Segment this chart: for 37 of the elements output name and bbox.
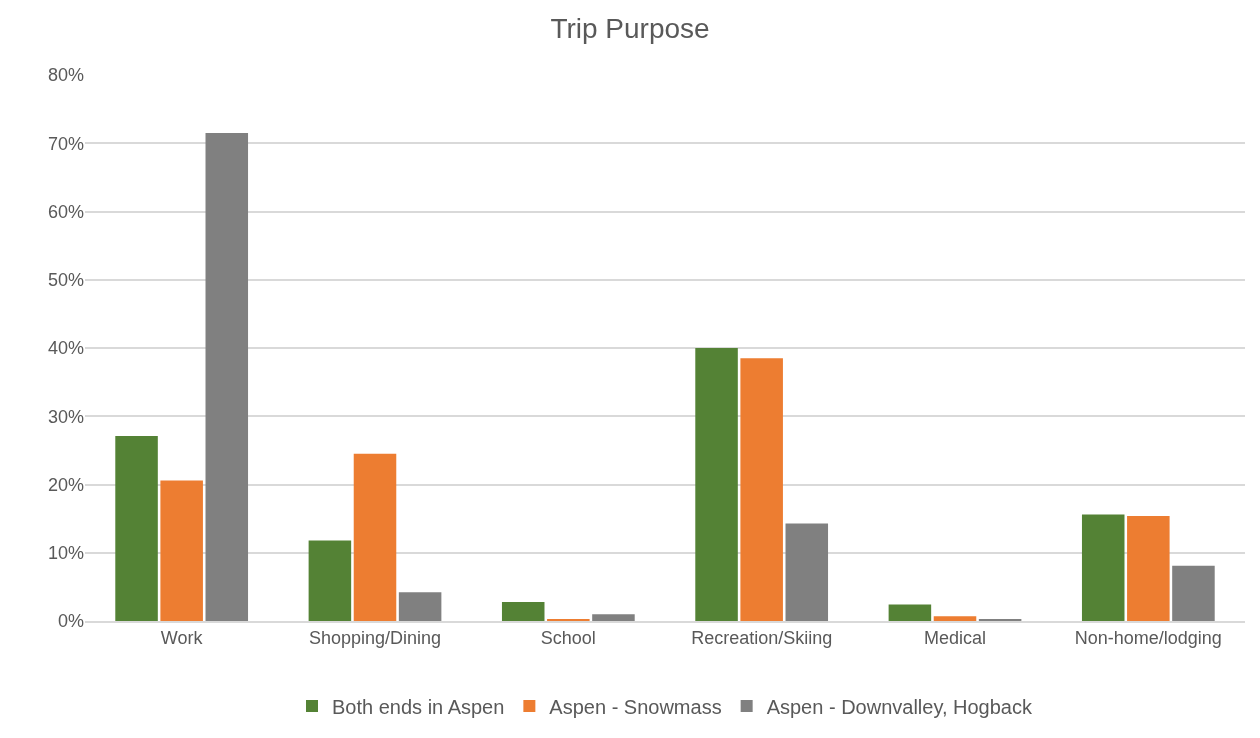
- bar: [547, 618, 590, 621]
- bar: [160, 480, 203, 621]
- bar: [1081, 514, 1125, 621]
- bar: [205, 133, 249, 621]
- x-tick-label: Recreation/Skiing: [691, 628, 833, 649]
- legend-label: Aspen - Downvalley, Hogback: [766, 695, 1033, 718]
- bar: [353, 453, 397, 621]
- y-tick-label: 40%: [47, 338, 84, 359]
- bar: [978, 618, 1022, 621]
- y-tick-label: 70%: [47, 133, 84, 154]
- bar: [398, 592, 442, 621]
- legend-label: Aspen - Snowmass: [549, 695, 722, 718]
- y-tick-label: 50%: [47, 270, 84, 291]
- x-tick-label: Medical: [923, 628, 987, 649]
- bar: [501, 601, 545, 621]
- y-tick-label: 10%: [47, 543, 84, 564]
- bar: [740, 358, 783, 621]
- bar: [115, 436, 158, 621]
- bar: [933, 616, 977, 621]
- y-tick-label: 0%: [57, 611, 84, 632]
- y-tick-label: 80%: [47, 65, 84, 86]
- bar: [1172, 565, 1215, 621]
- x-tick-label: Work: [160, 628, 204, 649]
- x-tick-label: School: [540, 628, 596, 649]
- bar: [785, 523, 829, 621]
- bar: [592, 614, 635, 621]
- legend-label: Both ends in Aspen: [332, 695, 505, 718]
- bar: [308, 540, 352, 621]
- bar: [888, 604, 932, 621]
- x-tick-label: Shopping/Dining: [308, 628, 442, 649]
- bar: [1127, 515, 1170, 621]
- y-tick-label: 30%: [47, 406, 84, 427]
- x-tick-label: Non-home/lodging: [1074, 628, 1222, 649]
- bar: [695, 348, 738, 621]
- y-tick-label: 20%: [47, 474, 84, 495]
- y-tick-label: 60%: [47, 201, 84, 222]
- chart-title: Trip Purpose: [550, 13, 710, 45]
